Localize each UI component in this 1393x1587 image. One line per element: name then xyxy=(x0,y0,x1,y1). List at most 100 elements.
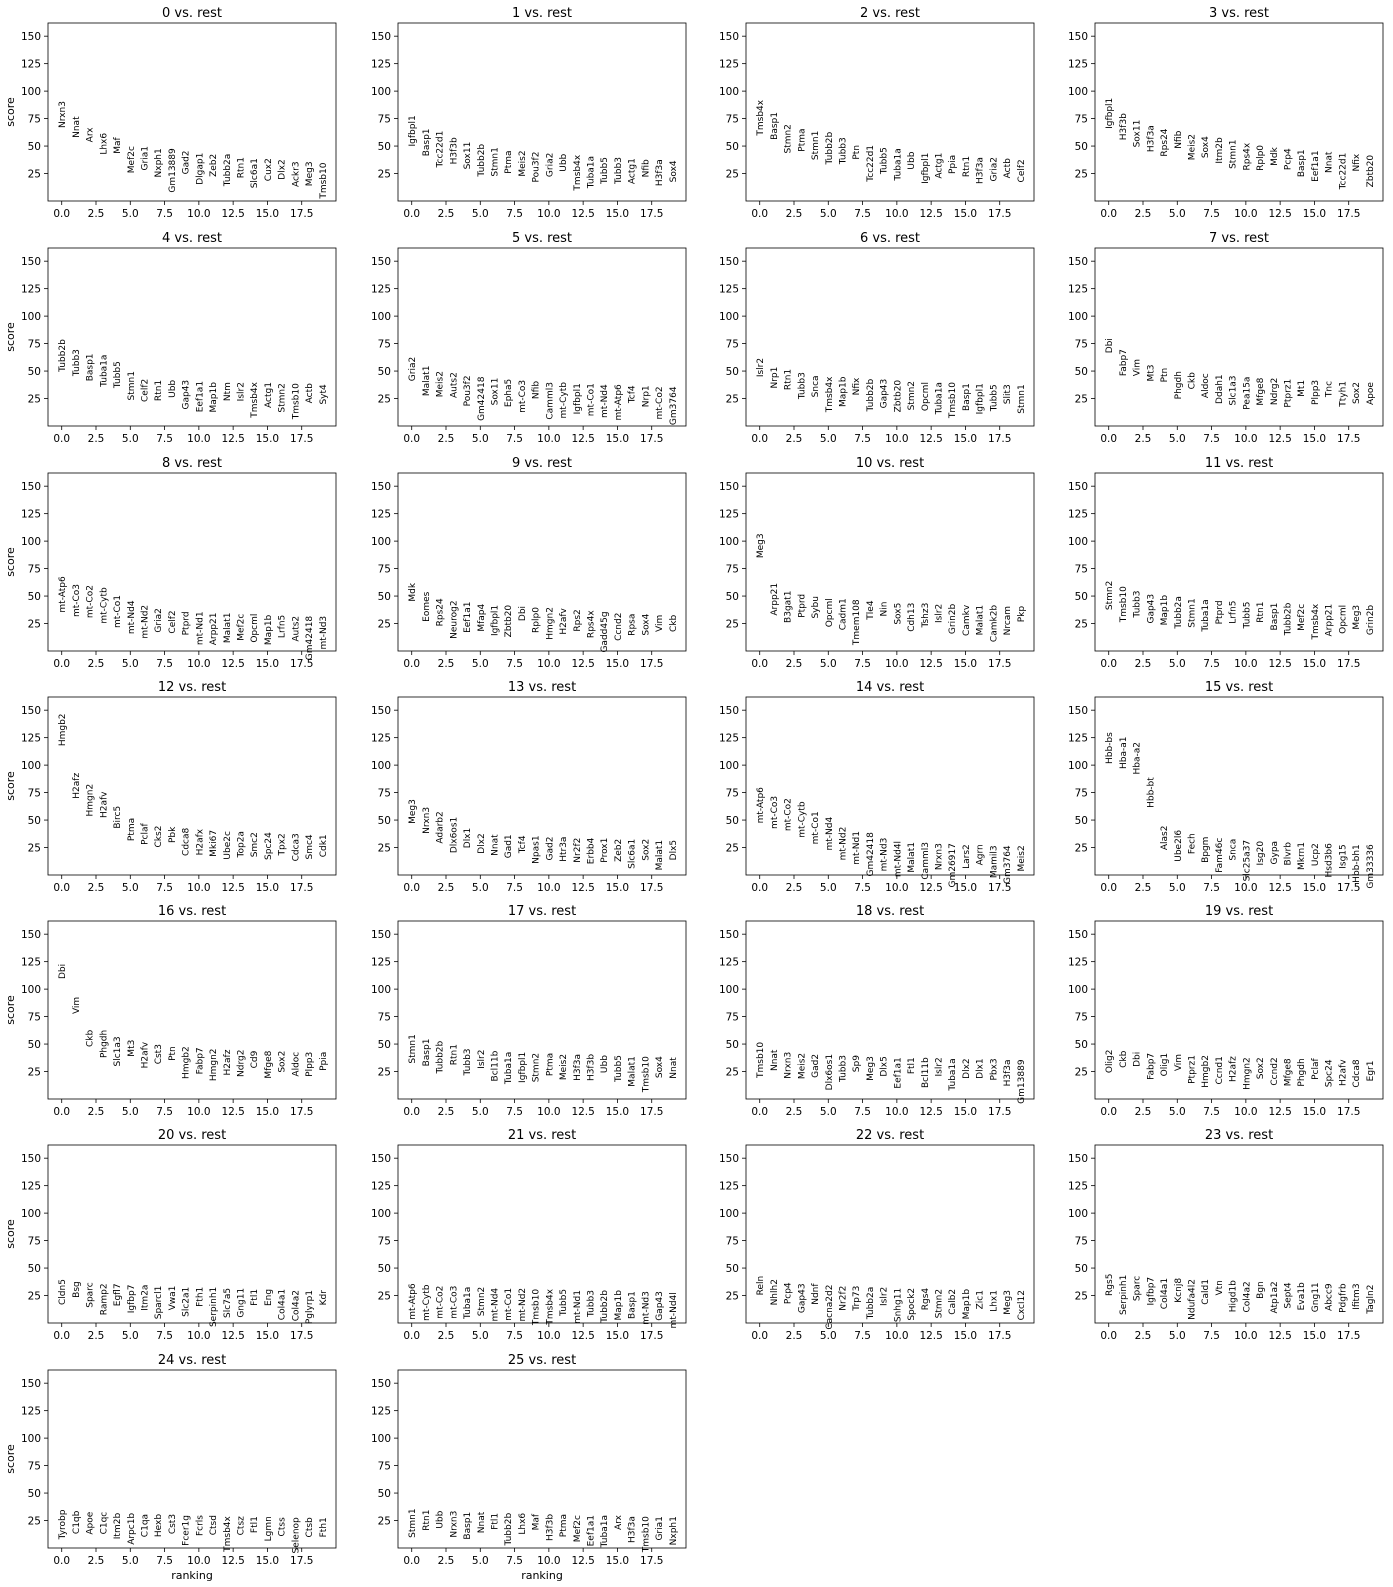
panel: 12 vs. rest 25 50 75 100 125 150 0.0 2.5 5.0 7.5 10… xyxy=(4,680,337,894)
x-tick-label: 12.5 xyxy=(571,1555,594,1567)
y-tick-label: 125 xyxy=(1068,957,1088,969)
y-tick-label: 100 xyxy=(719,311,739,323)
gene-label: Nxph1 xyxy=(669,1516,679,1545)
gene-label: Cdh13 xyxy=(907,603,917,632)
y-tick-label: 50 xyxy=(1075,591,1088,603)
x-tick-label: 2.5 xyxy=(88,1106,105,1118)
x-tick-label: 2.5 xyxy=(88,882,105,894)
plot-frame xyxy=(745,472,1035,652)
y-tick-label: 50 xyxy=(28,141,41,153)
panel: 5 vs. rest 25 50 75 100 125 150 0.0 2.5 5.0 7.5 10.… xyxy=(371,231,687,445)
gene-label: Meis2 xyxy=(518,150,528,176)
gene-label: Dlx5 xyxy=(880,1056,890,1076)
gene-label: Sox4 xyxy=(641,613,651,635)
panel-title: 5 vs. rest xyxy=(512,231,572,246)
gene-label: Cst3 xyxy=(154,1044,164,1064)
gene-label: Nfib xyxy=(532,381,542,399)
gene-label: mt-Co1 xyxy=(504,1288,514,1321)
gene-label: mt-Nd4l xyxy=(893,841,903,877)
gene-label: mt-Nd3 xyxy=(880,838,890,872)
gene-label: Gap43 xyxy=(797,1283,807,1313)
gene-label: Stmn1 xyxy=(1188,598,1198,627)
gene-label: Ptma xyxy=(797,128,807,151)
x-tick-label: 7.5 xyxy=(156,882,173,894)
y-tick-label: 25 xyxy=(378,1291,391,1303)
y-tick-label: 75 xyxy=(726,564,739,576)
gene-label: Ubb xyxy=(559,153,569,171)
y-tick-label: 100 xyxy=(371,984,391,996)
gene-label: Sox4 xyxy=(669,160,679,182)
gene-label: Pclaf xyxy=(1311,1058,1321,1080)
gene-label: Col4a2 xyxy=(291,1290,301,1321)
x-tick-label: 12.5 xyxy=(919,433,942,445)
x-tick-label: 17.5 xyxy=(640,658,663,670)
gene-label: mt-Nd4 xyxy=(491,1288,501,1322)
y-tick-label: 150 xyxy=(1068,929,1088,941)
gene-label: Isg20 xyxy=(1256,841,1266,866)
gene-label: Hmgb2 xyxy=(58,713,68,746)
gene-label: Sybu xyxy=(811,596,821,618)
gene-label: Dlx6os1 xyxy=(825,1054,835,1090)
gene-label: Rgs4 xyxy=(921,1288,931,1311)
x-tick-label: 15.0 xyxy=(954,433,977,445)
panel-title: 2 vs. rest xyxy=(860,6,920,21)
gene-label: Trp73 xyxy=(852,1286,862,1312)
gene-label: Tubb2b xyxy=(504,1513,514,1547)
gene-label: Cdca8 xyxy=(1352,1059,1362,1087)
gene-label: Map1b xyxy=(1160,595,1170,626)
gene-label: mt-Nd4 xyxy=(127,600,137,634)
y-tick-label: 150 xyxy=(719,31,739,43)
gene-label: Sox2 xyxy=(1256,1057,1266,1079)
gene-label: Ptprz1 xyxy=(1284,379,1294,408)
x-tick-label: 0.0 xyxy=(53,208,70,220)
x-tick-label: 2.5 xyxy=(88,1555,105,1567)
x-tick-label: 5.0 xyxy=(472,433,489,445)
y-tick-label: 50 xyxy=(1075,815,1088,827)
y-axis-label: score xyxy=(4,547,17,577)
y-tick-label: 100 xyxy=(21,86,41,98)
gene-label: Col4a2 xyxy=(1242,1281,1252,1312)
gene-label: Islr2 xyxy=(935,604,945,623)
gene-label: Tmsb4x xyxy=(573,154,583,191)
gene-label: Eomes xyxy=(422,591,432,621)
gene-label: Smc2 xyxy=(250,832,260,857)
gene-label: Igfbpl1 xyxy=(976,383,986,414)
y-tick-label: 150 xyxy=(371,481,391,493)
gene-label: Mfge8 xyxy=(1256,377,1266,405)
gene-label: Stmn2 xyxy=(784,124,794,153)
gene-label: mt-Nd2 xyxy=(141,605,151,639)
gene-label: Pclaf xyxy=(141,823,151,845)
gene-label: Sox4 xyxy=(1201,136,1211,158)
gene-label: Slc1a3 xyxy=(113,1036,123,1066)
gene-label: H3f3a xyxy=(976,157,986,184)
gene-label: Meis2 xyxy=(436,371,446,397)
x-tick-label: 7.5 xyxy=(506,1330,523,1342)
x-tick-label: 5.0 xyxy=(1169,208,1186,220)
gene-label: H3f3a xyxy=(1146,125,1156,152)
gene-label: Ptn xyxy=(168,1046,178,1061)
gene-label: Aldoc xyxy=(291,1052,301,1077)
x-tick-label: 15.0 xyxy=(256,1555,279,1567)
gene-label: Ube2c xyxy=(223,831,233,860)
gene-label: Nrxn3 xyxy=(58,101,68,128)
y-tick-label: 125 xyxy=(719,284,739,296)
y-tick-label: 50 xyxy=(378,141,391,153)
gene-label: Gm3764 xyxy=(1003,845,1013,884)
x-tick-label: 10.0 xyxy=(187,658,210,670)
x-tick-label: 17.5 xyxy=(640,1555,663,1567)
gene-label: Alas2 xyxy=(1160,826,1170,851)
gene-label: Meis2 xyxy=(559,1054,569,1080)
gene-label: Auts2 xyxy=(291,616,301,642)
gene-label: Gad2 xyxy=(811,1054,821,1078)
gene-label: Ttyh1 xyxy=(1338,381,1348,408)
gene-label: mt-Atp6 xyxy=(58,576,68,613)
gene-label: Plpp3 xyxy=(305,1052,315,1077)
gene-label: Gria2 xyxy=(154,608,164,632)
gene-label: Htr3a xyxy=(559,837,569,862)
x-tick-label: 7.5 xyxy=(854,1106,871,1118)
x-tick-label: 5.0 xyxy=(820,882,837,894)
x-tick-label: 17.5 xyxy=(988,1106,1011,1118)
gene-label: Tubb2a xyxy=(866,1287,876,1321)
gene-label: Hmgn2 xyxy=(86,784,96,817)
y-tick-label: 50 xyxy=(726,591,739,603)
